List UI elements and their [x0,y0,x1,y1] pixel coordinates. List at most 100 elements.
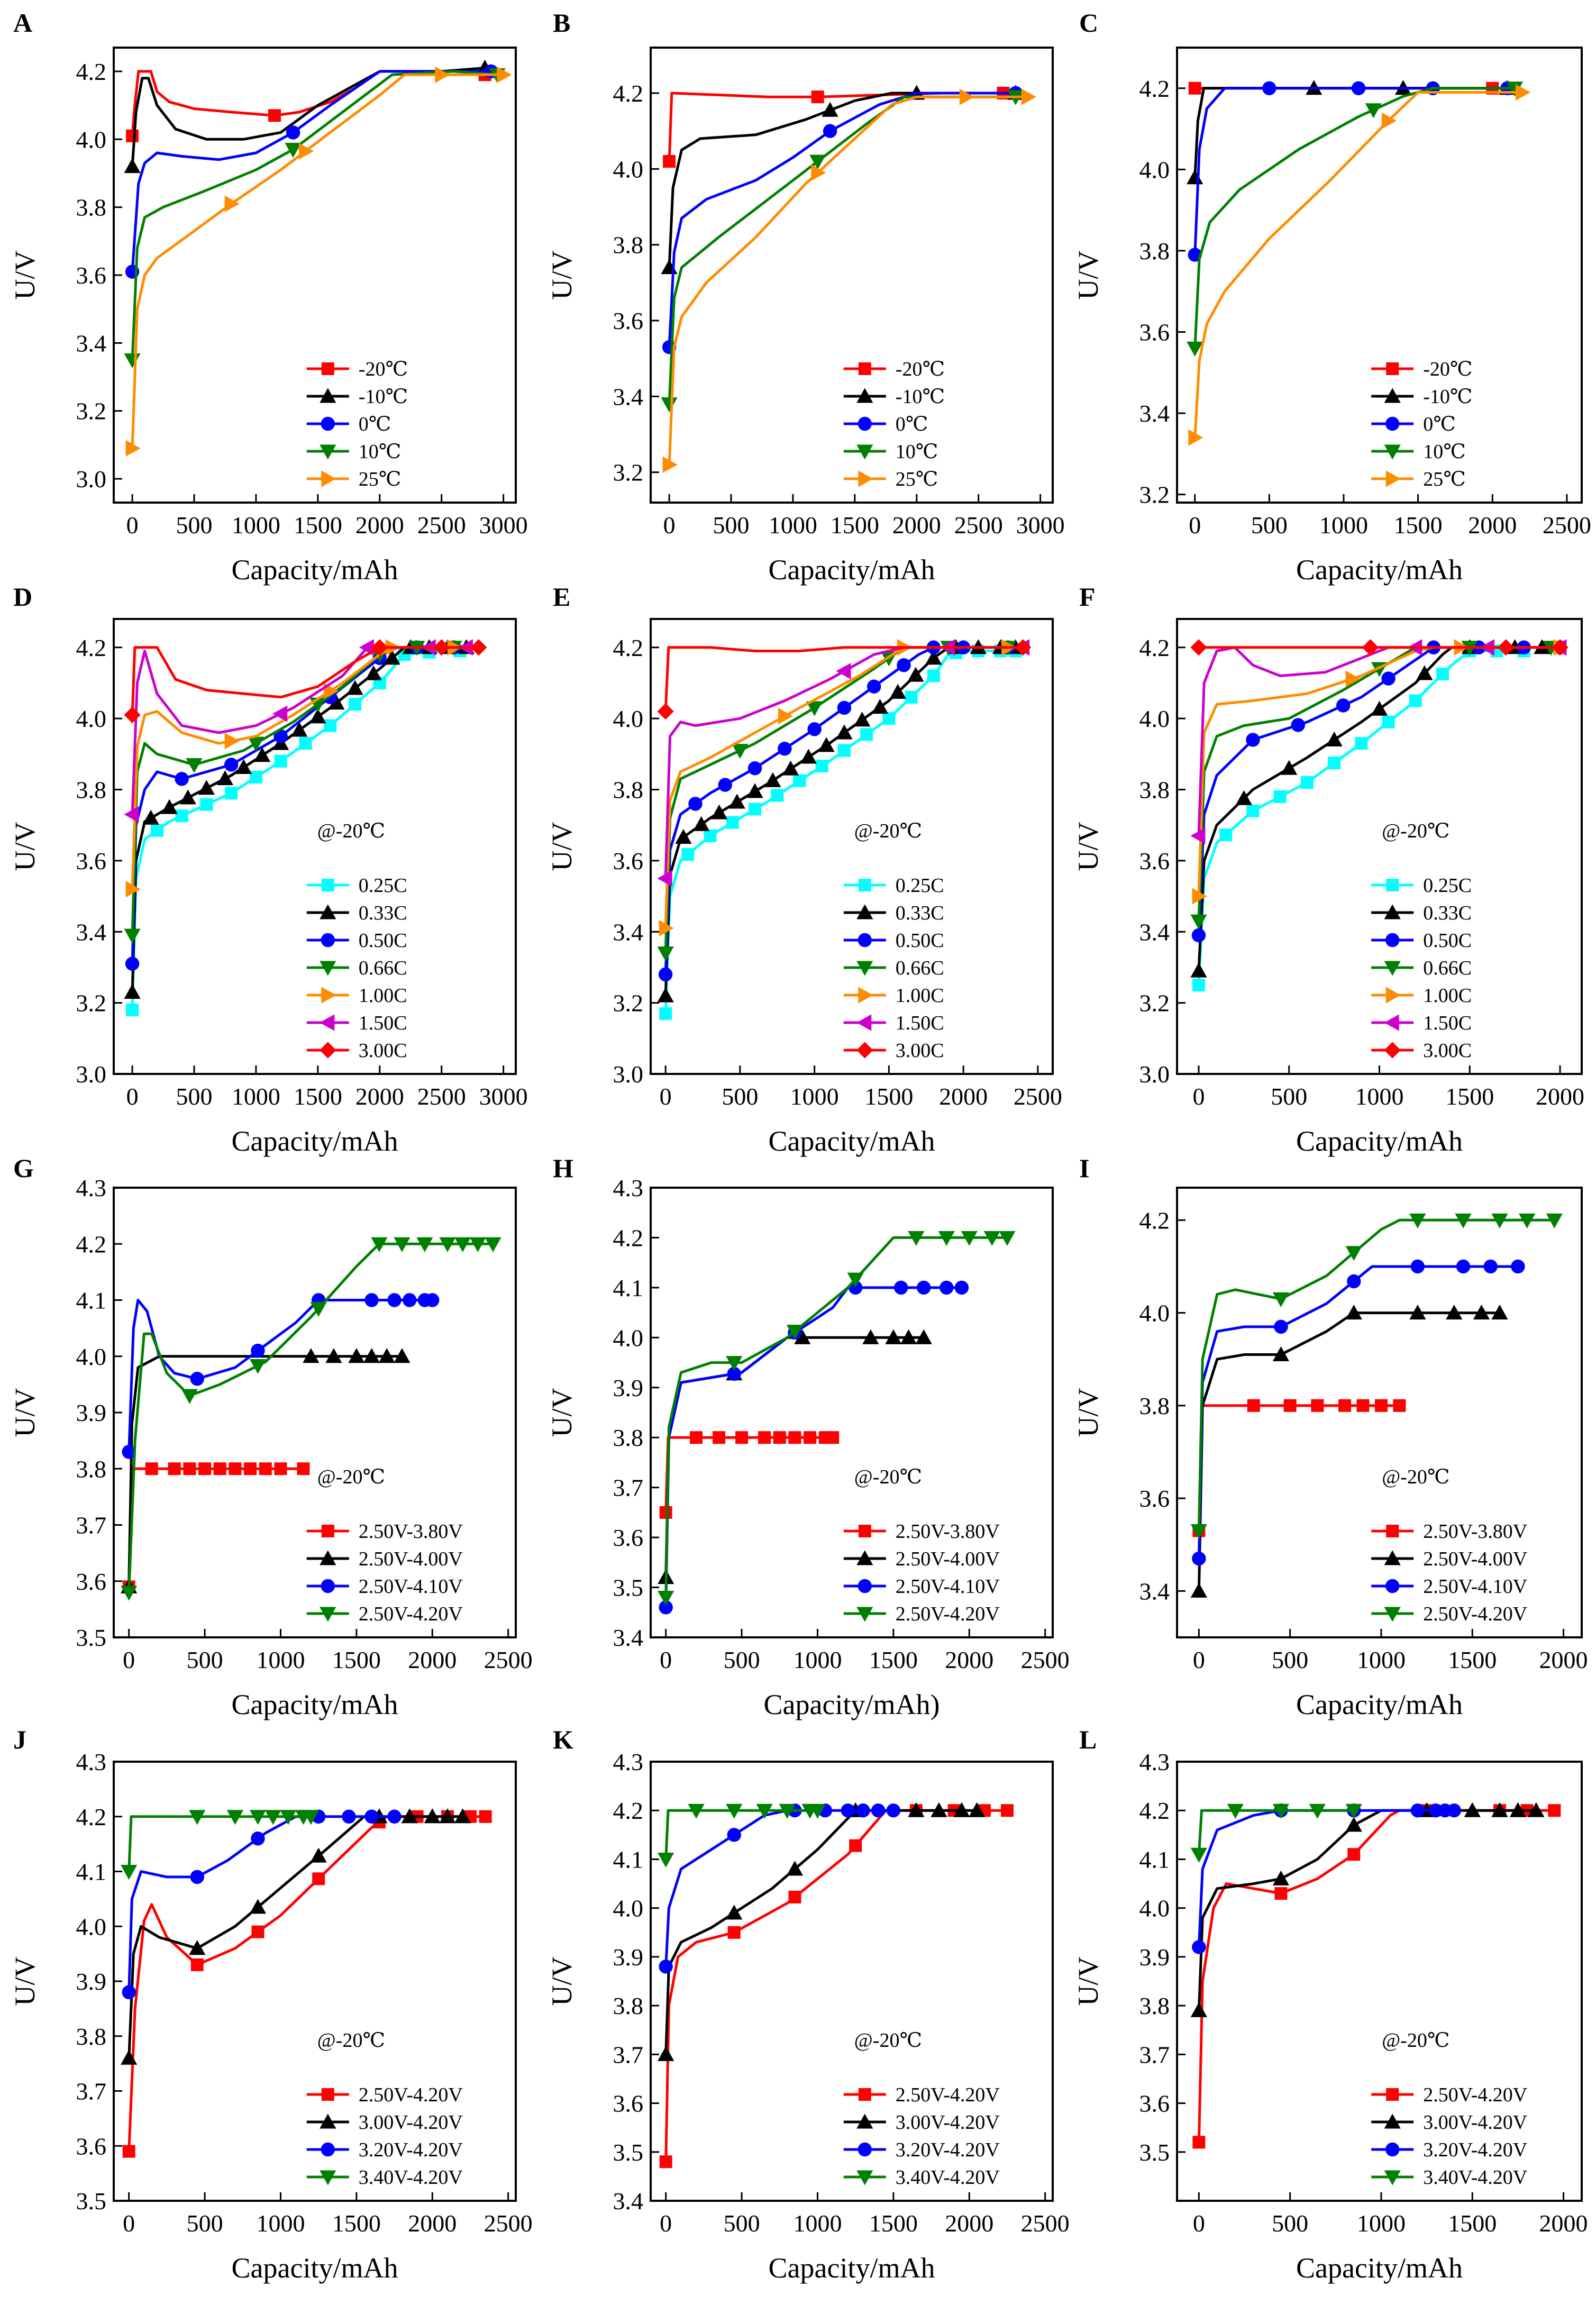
x-tick-label: 500 [1251,512,1288,539]
panel-j: J 0 500 1000 1500 2000 2500 3.5 3.6 3.7 3.8 3.9 4.0 4… [9,1725,533,2284]
series-line-0 [131,70,485,136]
data-point [747,761,762,776]
data-point [1345,1817,1362,1832]
data-point [121,1586,138,1601]
x-tick-label: 500 [187,2210,223,2237]
x-tick-label: 0 [123,1646,135,1673]
y-tick-label: 3.7 [613,2041,644,2068]
data-point [1283,1399,1297,1412]
data-point [659,1007,672,1020]
legend-label: 0.50C [359,930,407,952]
y-tick-label: 3.5 [613,2139,644,2166]
data-point [661,397,678,413]
legend-label: 25℃ [896,468,938,490]
data-point [954,1280,969,1295]
data-point [764,772,781,787]
y-tick-label: 3.6 [1139,319,1170,346]
data-point [122,1985,136,1999]
series-line-3 [664,646,1008,953]
data-point [811,164,826,181]
panel-letter: A [13,8,32,38]
x-tick-label: 1500 [831,512,879,539]
legend-label: 3.40V-4.20V [1423,2166,1528,2189]
data-point [809,154,826,170]
series-line-0 [664,1436,833,1513]
legend: 2.50V-3.80V 2.50V-4.00V 2.50V-4.10V 2.50V-4… [843,1520,1000,1625]
legend-label: 2.50V-3.80V [896,1520,1000,1543]
data-point [732,744,749,759]
x-tick-label: 1000 [1319,512,1368,539]
series-line-1 [664,1809,977,2055]
series-line-6 [664,646,1023,712]
x-tick-label: 1000 [232,1083,280,1110]
legend-label: 3.00V-4.20V [1423,2111,1528,2134]
legend-label: 1.00C [359,985,407,1007]
plot-area [1190,1802,1561,2149]
data-point [235,759,252,774]
data-point [746,783,763,798]
data-point [254,747,271,762]
axes-frame [113,1761,517,2202]
data-point [365,665,382,680]
data-point [309,708,326,724]
data-point [439,1237,456,1252]
x-axis-title: Capacity/mAh [1296,1125,1463,1157]
x-tick-label: 500 [1271,1083,1307,1110]
y-tick-label: 3.4 [1139,918,1170,945]
series-line-2 [127,1299,433,1452]
legend: 2.50V-4.20V 3.00V-4.20V 3.20V-4.20V 3.40V-4… [1371,2084,1528,2189]
legend-marker [856,444,873,460]
series-line-1 [664,646,1016,996]
y-tick-label: 4.1 [1139,1846,1170,1873]
data-point [454,1237,471,1252]
x-tick-label: 2500 [1021,2210,1070,2237]
legend-marker [320,1607,336,1622]
data-point [818,737,835,752]
x-tick-label: 2500 [1543,512,1591,539]
panel-e: E 0 500 1000 1500 2000 2500 3.0 3.2 3.4 3.6 3.8 4.0 4… [546,582,1062,1157]
legend-marker [321,1525,334,1537]
plot-area [658,1231,1016,1615]
legend-marker [1386,879,1399,891]
data-point [1192,888,1207,905]
data-point [1374,1399,1388,1412]
data-point [961,1231,978,1246]
y-axis-title: U/V [546,1388,578,1437]
data-point [1311,1399,1324,1412]
data-point [122,2145,135,2158]
series-line-4 [664,646,1008,928]
data-point [908,1231,925,1246]
data-point [1491,1213,1508,1228]
data-point [126,1004,139,1017]
panel-h: H 0 500 1000 1500 2000 2500 3.4 3.5 3.6 3.7 3.8 3.9 4… [546,1153,1070,1720]
data-point [1506,81,1524,97]
data-point [657,870,672,887]
data-point [1409,1213,1426,1228]
data-point [1519,1213,1536,1228]
data-point [470,639,487,656]
series-line-1 [668,92,1016,268]
legend-label: 1.50C [896,1012,944,1034]
y-tick-label: 3.5 [613,1574,644,1601]
data-point [749,803,762,816]
data-point [1272,1346,1290,1361]
data-point [297,1462,310,1475]
data-point [900,1329,917,1344]
legend-label: 10℃ [359,441,402,463]
legend-marker [858,2088,871,2101]
x-tick-label: 2500 [417,512,466,539]
x-axis-title: Capacity/mAh [232,1125,398,1157]
plot-area [121,1237,501,1601]
data-point [823,124,837,138]
y-tick-label: 3.6 [1139,2090,1170,2117]
data-point [1190,914,1207,930]
data-point [1326,731,1343,746]
plot-area [124,59,512,457]
y-tick-label: 3.5 [76,2188,107,2215]
plot-area [657,639,1032,1020]
data-point [675,828,692,844]
data-point [854,712,871,727]
temperature-annotation: @-20℃ [1382,1466,1449,1488]
data-point [124,353,141,369]
data-point [727,1367,741,1381]
